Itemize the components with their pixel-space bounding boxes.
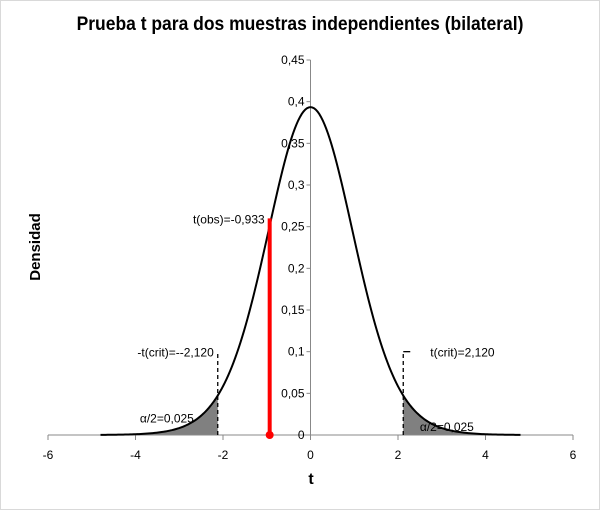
y-tick-label: 0 (298, 428, 305, 442)
y-tick-label: 0,35 (281, 136, 305, 150)
x-tick-label: 2 (395, 448, 402, 462)
x-tick-label: -6 (43, 448, 54, 462)
observed-t-point (265, 431, 274, 439)
right-alpha-label: α/2=0,025 (420, 420, 474, 434)
left-alpha-label: α/2=0,025 (140, 412, 194, 426)
density-curve (100, 106, 521, 436)
y-tick-label: 0,3 (288, 178, 305, 192)
x-tick-label: -4 (130, 448, 141, 462)
y-axis-label: Densidad (27, 213, 44, 281)
y-tick-label: 0,05 (281, 386, 305, 400)
left-critical-label: -t(crit)=--2,120 (137, 346, 214, 360)
x-tick-label: 6 (570, 448, 577, 462)
x-axis-label: t (308, 471, 314, 488)
observed-t-label: t(obs)=-0,933 (193, 212, 265, 226)
y-tick-label: 0,15 (281, 303, 305, 317)
chart-title: Prueba t para dos muestras independiente… (76, 14, 524, 35)
x-tick-label: 0 (307, 448, 314, 462)
y-tick-label: 0,1 (288, 345, 305, 359)
y-tick-label: 0,4 (288, 95, 305, 109)
x-tick-label: 4 (482, 448, 489, 462)
y-tick-label: 0,25 (281, 220, 305, 234)
x-tick-label: -2 (218, 448, 229, 462)
y-tick-label: 0,2 (288, 261, 305, 275)
y-tick-label: 0,45 (281, 53, 305, 67)
right-critical-label: t(crit)=2,120 (430, 346, 495, 360)
